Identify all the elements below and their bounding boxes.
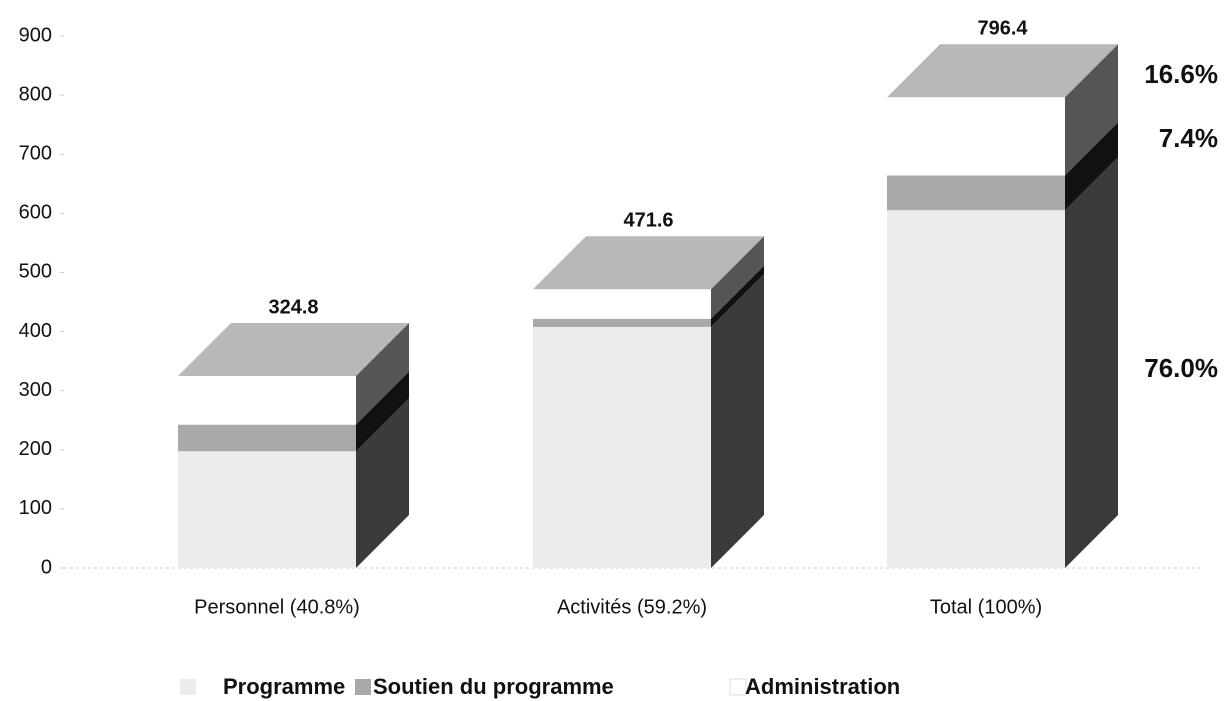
bar-side	[711, 236, 764, 319]
y-tick-label: 600	[19, 202, 52, 224]
x-tick-label: Personnel (40.8%)	[194, 596, 360, 618]
annotation: 7.4%	[1159, 123, 1218, 153]
y-tick-label: 400	[19, 320, 52, 342]
bar-side	[711, 265, 764, 327]
total-label: 796.4	[977, 18, 1028, 40]
bar-segment	[178, 424, 356, 452]
x-tick-label: Activités (59.2%)	[557, 596, 707, 618]
y-tick-label: 800	[19, 83, 52, 105]
y-tick-label: 700	[19, 143, 52, 165]
bar-side	[356, 323, 409, 425]
bar-segment	[178, 451, 356, 568]
legend-label: Administration	[745, 674, 900, 699]
bar-side	[356, 371, 409, 452]
bar-side	[711, 273, 764, 568]
total-label: 471.6	[623, 210, 673, 232]
bar-segment	[887, 210, 1065, 568]
y-tick-label: 200	[19, 438, 52, 460]
y-tick-label: 500	[19, 261, 52, 283]
bar-top	[178, 323, 409, 377]
legend-label: Programme	[223, 674, 345, 699]
bar-side	[356, 398, 409, 568]
y-tick-label: 100	[19, 497, 52, 519]
bar-segment	[178, 376, 356, 425]
y-tick-label: 300	[19, 379, 52, 401]
y-tick-label: 0	[41, 556, 52, 578]
bar-segment	[887, 175, 1065, 211]
legend-swatch	[355, 679, 371, 695]
bar-segment	[887, 97, 1065, 176]
annotation: 76.0%	[1144, 353, 1218, 383]
x-tick-label: Total (100%)	[930, 596, 1042, 618]
legend-label: Soutien du programme	[373, 674, 614, 699]
bar-segment	[533, 318, 711, 327]
bar-top	[533, 236, 764, 290]
total-label: 324.8	[268, 296, 318, 318]
bar-top	[887, 44, 1118, 98]
legend-swatch	[729, 678, 747, 696]
bar-segment	[533, 326, 711, 568]
annotation: 16.6%	[1144, 59, 1218, 89]
bar-side	[1065, 44, 1118, 176]
bar-side	[1065, 157, 1118, 568]
y-tick-label: 900	[19, 24, 52, 46]
legend-swatch	[180, 679, 196, 695]
bar-side	[1065, 122, 1118, 211]
bar-segment	[533, 289, 711, 319]
